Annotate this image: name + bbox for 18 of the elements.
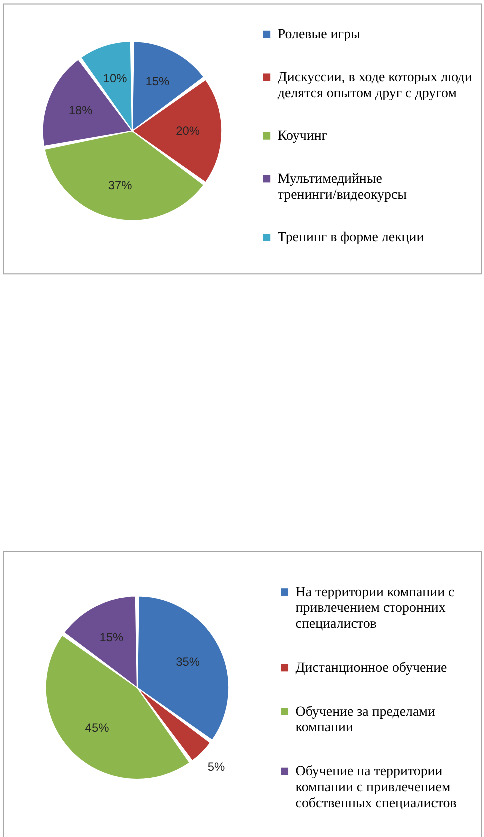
- data-label: 35%: [176, 655, 200, 670]
- legend-label: Обучение на территории компании с привлечением собственных специалистов: [296, 764, 458, 812]
- legend-label: На территории компании с привлечением сторонних специалистов: [296, 585, 455, 632]
- data-label: 15%: [100, 630, 124, 644]
- data-label: 10%: [103, 71, 128, 86]
- data-label: 37%: [108, 178, 133, 192]
- legend-label: Ролевые игры: [278, 28, 361, 43]
- legend-label: Тренинг в форме лекции: [278, 230, 425, 246]
- legend-label: Дискуссии, в ходе которых люди делятся опытом друг с другом: [278, 70, 473, 102]
- data-label: 45%: [85, 721, 110, 736]
- legend-label: Обучение за пределами компании: [296, 704, 436, 736]
- legend-label: Дистанционное обучение: [296, 660, 448, 676]
- data-label: 20%: [176, 124, 200, 138]
- legend-label: Мультимедийные тренинги/видеокурсы: [278, 172, 408, 203]
- data-label: 15%: [146, 74, 170, 89]
- data-label: 5%: [208, 760, 226, 774]
- data-label: 18%: [68, 104, 94, 118]
- legend-label: Коучинг: [278, 129, 328, 144]
